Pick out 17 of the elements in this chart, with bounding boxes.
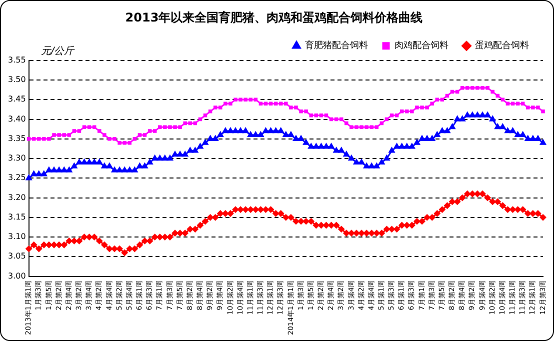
y-tick-label: 3.00 <box>8 271 26 280</box>
y-tick-label: 3.15 <box>8 212 26 222</box>
y-tick-label: 3.25 <box>8 173 26 182</box>
chart-title: 2013年以来全国育肥猪、肉鸡和蛋鸡配合饲料价格曲线 <box>125 10 423 24</box>
legend-label: 蛋鸡配合饲料 <box>475 40 529 52</box>
y-tick-label: 3.55 <box>8 55 26 64</box>
y-tick-label: 3.35 <box>8 134 26 143</box>
legend-label: 肉鸡配合饲料 <box>394 40 448 52</box>
y-tick-label: 3.40 <box>8 114 26 124</box>
y-tick-label: 3.50 <box>8 75 26 84</box>
y-tick-label: 3.10 <box>8 232 26 242</box>
legend-label: 育肥猪配合饲料 <box>305 40 368 52</box>
y-tick-label: 3.20 <box>8 192 26 202</box>
y-tick-label: 3.30 <box>8 154 26 163</box>
y-axis-title: 元/公斤 <box>40 44 76 57</box>
y-tick-label: 3.45 <box>8 94 26 104</box>
y-tick-label: 3.05 <box>8 252 26 261</box>
